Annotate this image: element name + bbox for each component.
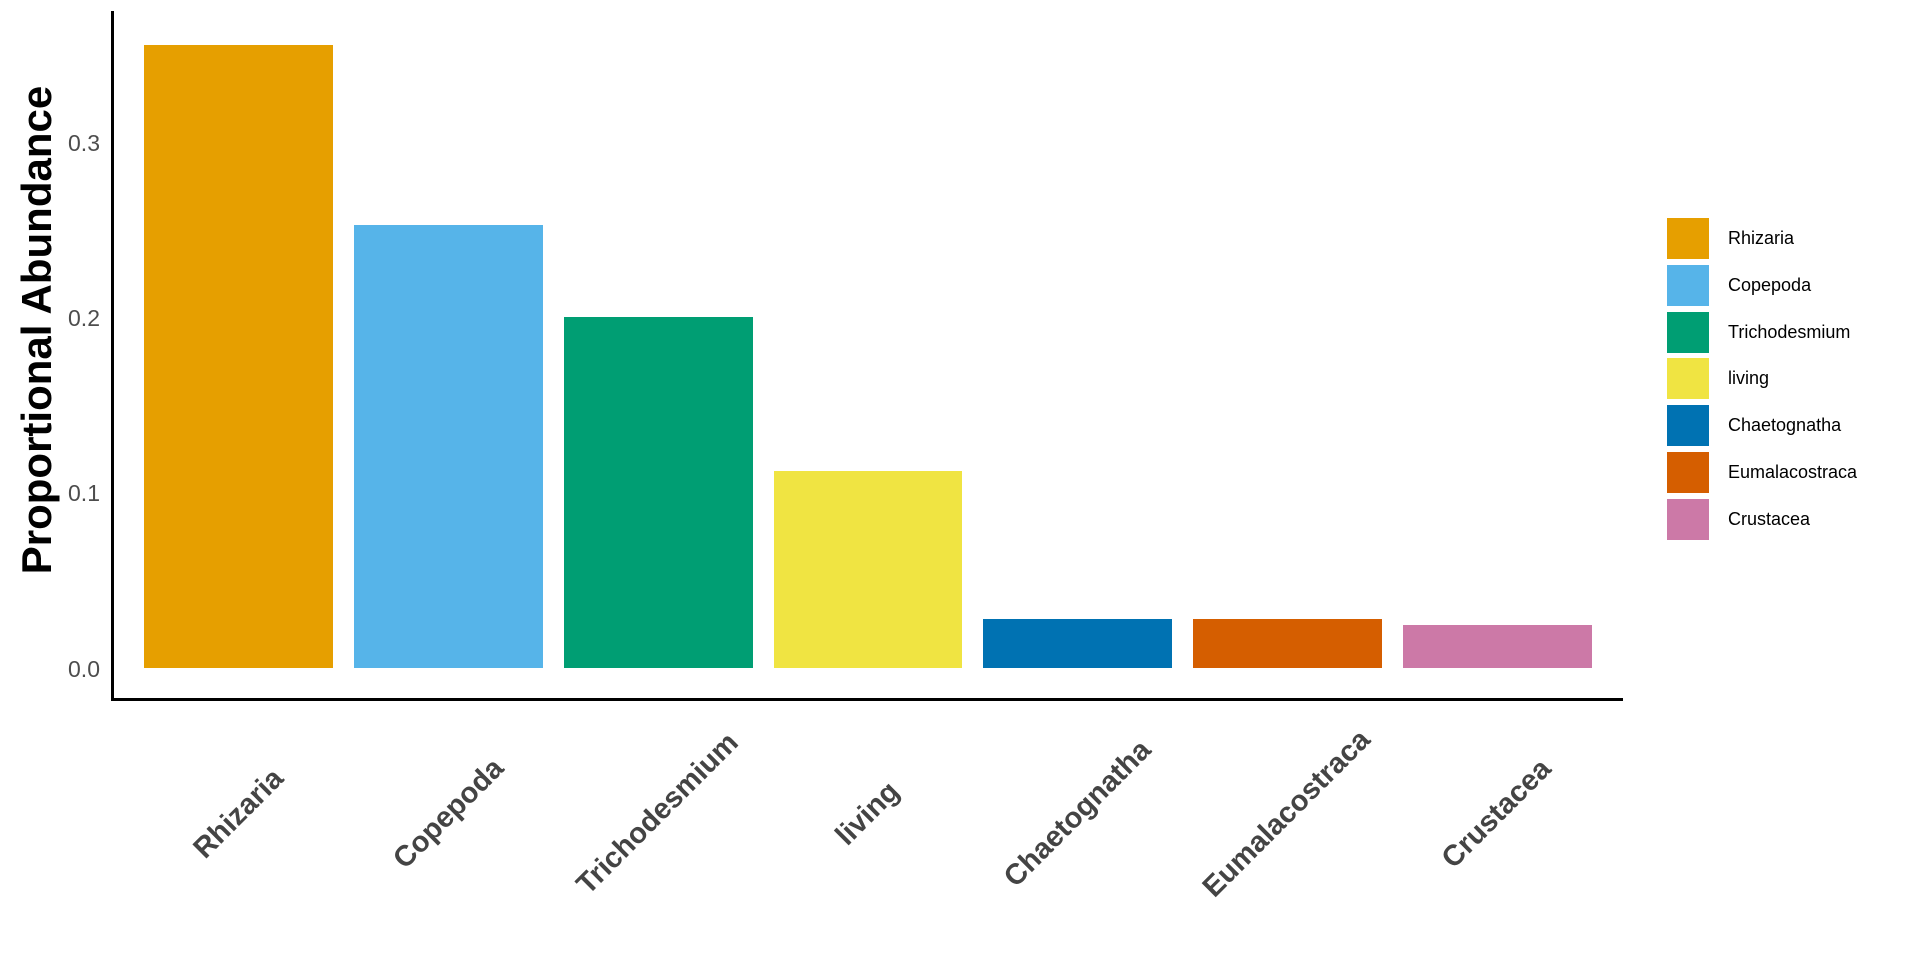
x-tick-label-copepoda: Copepoda	[386, 752, 510, 876]
x-axis-line	[111, 698, 1623, 701]
legend-label-eumalacostraca: Eumalacostraca	[1728, 461, 1858, 482]
x-tick-label-trichodesmium: Trichodesmium	[570, 726, 746, 901]
y-tick-label-0-2: 0.2	[68, 305, 100, 332]
legend-label-living: living	[1728, 368, 1770, 389]
legend-key-swatch-rhizaria	[1667, 218, 1709, 260]
x-tick-label-living: living	[829, 775, 906, 852]
legend-label-crustacea: Crustacea	[1728, 508, 1811, 529]
x-tick-label-chaetognatha: Chaetognatha	[997, 733, 1158, 894]
y-tick-label-0-3: 0.3	[68, 130, 100, 157]
x-tick-label-eumalacostraca: Eumalacostraca	[1197, 723, 1378, 904]
legend-key-swatch-copepoda	[1667, 265, 1709, 306]
bar-copepoda	[354, 225, 543, 669]
y-tick-label-0-0: 0.0	[68, 655, 100, 682]
y-axis-line	[111, 11, 114, 701]
legend-key-swatch-eumalacostraca	[1667, 451, 1709, 493]
legend-key-swatch-crustacea	[1667, 498, 1709, 540]
bar-crustacea	[1402, 624, 1592, 669]
legend-label-copepoda: Copepoda	[1728, 275, 1812, 295]
bar-rhizaria	[144, 45, 334, 669]
legend-label-rhizaria: Rhizaria	[1728, 228, 1795, 249]
legend-key-swatch-chaetognatha	[1667, 405, 1709, 447]
bar-eumalacostraca	[1193, 619, 1382, 669]
legend-label-trichodesmium: Trichodesmium	[1728, 321, 1851, 342]
legend-key-swatch-living	[1667, 358, 1709, 400]
x-tick-label-rhizaria: Rhizaria	[187, 762, 290, 865]
bar-living	[773, 470, 963, 669]
y-tick-label-0-1: 0.1	[68, 480, 100, 507]
legend-label-chaetognatha: Chaetognatha	[1728, 415, 1842, 436]
x-tick-label-crustacea: Crustacea	[1435, 752, 1558, 875]
bar-trichodesmium	[563, 316, 753, 669]
legend-key-swatch-trichodesmium	[1667, 311, 1709, 353]
bar-chaetognatha	[983, 619, 1173, 669]
